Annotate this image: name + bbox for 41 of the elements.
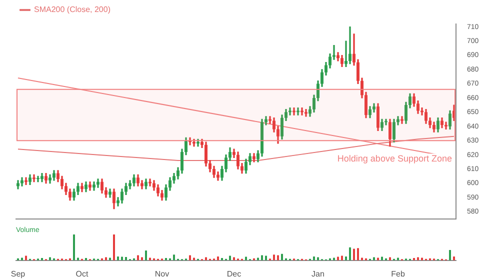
x-tick-label: Nov: [154, 269, 170, 278]
candlestick: [348, 26, 352, 64]
x-tick-label: Oct: [76, 269, 89, 278]
band-label: Holding above Support Zone: [337, 154, 452, 164]
bar: [277, 255, 279, 260]
bar: [273, 254, 275, 260]
bar: [313, 256, 315, 260]
legend-label: SMA200 (Close, 200): [34, 5, 111, 14]
candlestick: [304, 108, 308, 117]
bar: [137, 255, 139, 260]
bar: [229, 256, 231, 260]
bar: [113, 234, 115, 260]
bar: [281, 254, 283, 260]
bar: [453, 256, 455, 260]
x-tick-label: Dec: [226, 269, 242, 278]
x-tick-label: Jan: [312, 269, 324, 278]
candlestick: [36, 176, 40, 182]
bar: [341, 256, 343, 260]
candlestick: [296, 108, 300, 116]
candlestick: [148, 178, 152, 186]
bar: [25, 256, 27, 260]
bar: [73, 234, 75, 260]
candlestick: [292, 108, 296, 116]
bar: [117, 256, 119, 260]
bar: [357, 248, 359, 260]
bar: [261, 255, 263, 260]
candlestick: [444, 122, 448, 130]
bar: [449, 250, 451, 260]
x-tick-label: Sep: [10, 269, 26, 278]
bar: [353, 248, 355, 260]
bar: [145, 250, 147, 260]
candlestick: [24, 177, 28, 186]
candlestick: [32, 174, 36, 182]
bar: [189, 255, 191, 260]
candlestick: [300, 108, 304, 116]
bar: [173, 254, 175, 260]
bar: [217, 256, 219, 260]
x-tick-label: Feb: [391, 269, 406, 278]
bar: [265, 256, 267, 260]
bar: [345, 256, 347, 260]
bar: [349, 247, 351, 260]
